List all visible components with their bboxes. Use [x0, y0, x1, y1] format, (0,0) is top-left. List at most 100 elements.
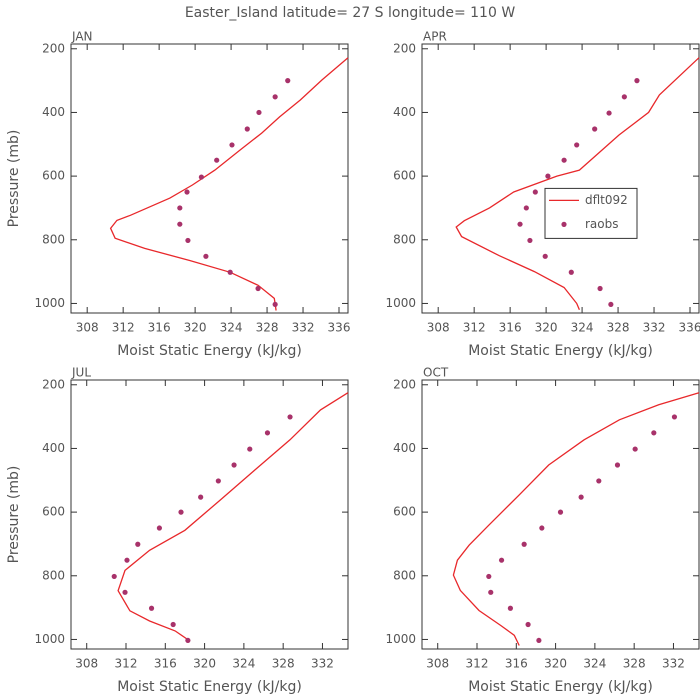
obs-point — [592, 126, 598, 132]
x-axis-label: Moist Static Energy (kJ/kg) — [117, 679, 302, 695]
y-tick-label: 400 — [42, 441, 65, 455]
x-tick-label: 316 — [505, 657, 528, 671]
x-tick-label: 308 — [427, 321, 450, 335]
x-tick-label: 320 — [193, 657, 216, 671]
obs-point — [177, 205, 183, 211]
y-tick-label: 200 — [393, 377, 416, 391]
obs-point — [285, 78, 291, 84]
obs-point — [255, 285, 261, 292]
legend-box — [544, 187, 638, 239]
obs-point — [498, 557, 505, 563]
obs-point — [215, 478, 221, 484]
obs-point — [247, 446, 253, 452]
y-tick-label: 1000 — [34, 632, 65, 646]
x-tick-label: 324 — [232, 657, 255, 671]
plot-frame — [421, 43, 700, 314]
obs-point — [536, 637, 542, 644]
figure-title: Easter_Island latitude= 27 S longitude= … — [185, 5, 515, 21]
x-tick-label: 332 — [643, 321, 666, 335]
panel-label: JAN — [71, 30, 93, 44]
obs-point — [632, 446, 638, 452]
obs-point — [256, 109, 262, 116]
obs-point — [111, 573, 117, 580]
x-tick-label: 332 — [662, 657, 685, 671]
x-tick-label: 312 — [466, 657, 489, 671]
profile-line — [452, 392, 700, 646]
y-tick-label: 800 — [393, 568, 416, 582]
obs-point — [177, 221, 183, 227]
obs-point — [170, 621, 176, 628]
y-tick-label: 800 — [42, 232, 65, 246]
y-tick-label: 600 — [393, 505, 416, 519]
y-tick-label: 600 — [393, 169, 416, 183]
panel-label: OCT — [423, 366, 449, 380]
x-tick-label: 308 — [75, 657, 98, 671]
obs-point — [523, 205, 529, 211]
x-axis-label: Moist Static Energy (kJ/kg) — [117, 343, 302, 359]
obs-point — [545, 173, 551, 179]
x-tick-label: 332 — [311, 657, 334, 671]
obs-point — [124, 557, 130, 563]
x-tick-label: 332 — [292, 321, 315, 335]
legend-label: raobs — [585, 217, 619, 231]
obs-point — [178, 509, 184, 515]
obs-point — [185, 237, 191, 244]
x-tick-label: 336 — [679, 321, 700, 335]
obs-point — [122, 589, 128, 595]
x-tick-label: 324 — [571, 321, 594, 335]
x-tick-label: 336 — [328, 321, 351, 335]
obs-point — [517, 221, 523, 227]
x-tick-label: 320 — [535, 321, 558, 335]
obs-point — [507, 605, 514, 611]
x-tick-label: 312 — [112, 321, 135, 335]
obs-point — [272, 94, 278, 100]
x-tick-label: 316 — [154, 657, 177, 671]
profile-line — [117, 392, 349, 642]
obs-point — [561, 157, 567, 163]
x-tick-label: 316 — [499, 321, 522, 335]
obs-point — [184, 189, 190, 195]
obs-point — [287, 414, 293, 420]
x-tick-label: 328 — [256, 321, 279, 335]
y-tick-label: 800 — [42, 568, 65, 582]
plot-frame — [70, 379, 349, 650]
profile-line — [455, 57, 700, 311]
obs-point — [203, 253, 209, 259]
x-tick-label: 312 — [463, 321, 486, 335]
x-tick-label: 312 — [115, 657, 138, 671]
obs-point — [521, 541, 527, 547]
obs-point — [156, 525, 163, 531]
obs-point — [148, 605, 155, 611]
obs-point — [557, 509, 564, 515]
y-tick-label: 200 — [393, 41, 416, 55]
y-tick-label: 400 — [42, 105, 65, 119]
obs-point — [651, 430, 657, 436]
obs-point — [227, 269, 233, 275]
y-tick-label: 400 — [393, 441, 416, 455]
x-tick-label: 328 — [623, 657, 646, 671]
obs-point — [634, 78, 640, 84]
obs-point — [578, 494, 584, 500]
legend-label: dflt092 — [585, 193, 628, 207]
obs-point — [568, 269, 574, 275]
y-axis-label: Pressure (mb) — [6, 466, 22, 564]
y-tick-label: 400 — [393, 105, 416, 119]
y-tick-label: 600 — [42, 169, 65, 183]
obs-point — [671, 414, 678, 420]
obs-point — [608, 301, 614, 308]
x-axis-label: Moist Static Energy (kJ/kg) — [468, 679, 653, 695]
obs-point — [198, 494, 204, 500]
x-axis-label: Moist Static Energy (kJ/kg) — [468, 343, 653, 359]
obs-point — [229, 142, 235, 148]
obs-point — [532, 189, 538, 195]
obs-point — [542, 253, 548, 259]
y-tick-label: 1000 — [385, 296, 416, 310]
obs-point — [539, 525, 545, 531]
legend-swatch — [561, 221, 567, 227]
obs-point — [486, 573, 492, 580]
obs-point — [527, 237, 533, 244]
y-tick-label: 200 — [42, 41, 65, 55]
obs-point — [272, 301, 278, 308]
